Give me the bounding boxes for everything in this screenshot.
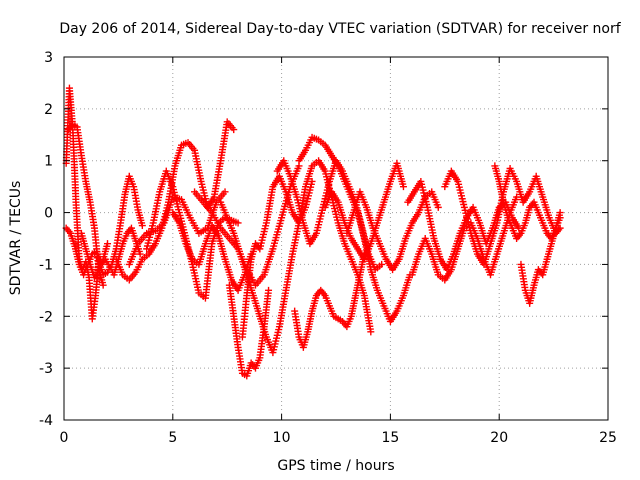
x-tick-label: 5 — [168, 430, 177, 446]
series-sat-f — [125, 188, 229, 268]
y-tick-label: -1 — [39, 257, 53, 273]
data-point — [136, 250, 144, 258]
y-tick-label: 1 — [44, 154, 53, 170]
x-axis-label: GPS time / hours — [277, 458, 394, 474]
data-point — [399, 183, 407, 191]
data-point — [556, 209, 564, 217]
data-point — [104, 240, 112, 248]
series-sat-l — [238, 172, 316, 341]
data-point — [138, 222, 146, 230]
y-tick-label: 3 — [44, 50, 53, 66]
x-tick-label: 15 — [381, 430, 399, 446]
series-sat-t — [441, 164, 564, 268]
y-axis-label: SDTVAR / TECUs — [8, 181, 24, 296]
x-tick-label: 0 — [60, 430, 69, 446]
x-tick-label: 20 — [490, 430, 508, 446]
series-sat-n — [291, 250, 368, 351]
data-point — [378, 260, 386, 268]
data-point — [367, 328, 375, 336]
data-point — [308, 177, 316, 185]
y-tick-label: -4 — [39, 413, 53, 429]
series-sat-k — [225, 281, 273, 380]
series-sat-d — [77, 229, 112, 281]
series-sat-a — [62, 84, 146, 323]
data-points — [62, 84, 564, 380]
data-point — [230, 126, 238, 134]
data-point — [221, 188, 229, 196]
series-sat-q — [343, 188, 442, 274]
x-tick-label: 25 — [599, 430, 617, 446]
data-point — [99, 281, 107, 289]
series-sat-o — [295, 133, 414, 325]
x-tick-label: 10 — [273, 430, 291, 446]
data-point — [265, 286, 273, 294]
series-sat-v — [517, 209, 564, 307]
y-tick-label: 0 — [44, 206, 53, 222]
data-point — [434, 203, 442, 211]
data-point — [234, 219, 242, 227]
axis-ticks — [63, 56, 609, 421]
plot-frame — [63, 56, 609, 421]
series-sat-c — [64, 120, 107, 289]
y-tick-label: -2 — [39, 309, 53, 325]
series-sat-j — [217, 157, 375, 357]
tick-labels: 0 5 10 15 20 25 -4 -3 -2 -1 0 1 2 3 — [39, 50, 617, 446]
y-tick-label: -3 — [39, 361, 53, 377]
chart-title: Day 206 of 2014, Sidereal Day-to-day VTE… — [59, 21, 621, 37]
y-tick-label: 2 — [44, 102, 53, 118]
